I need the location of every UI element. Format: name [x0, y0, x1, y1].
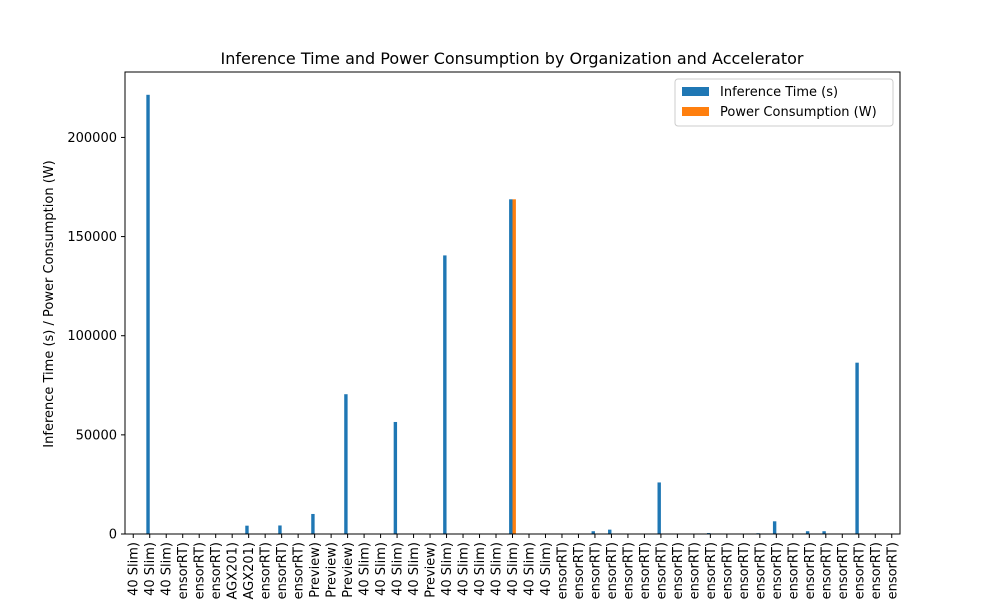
x-tick-label: ensorRT)	[176, 542, 191, 599]
x-tick-label: 40 Slim)	[506, 542, 521, 596]
bar-inference-time	[855, 362, 859, 534]
x-tick-label: ensorRT)	[588, 542, 603, 599]
legend-swatch	[682, 87, 709, 96]
x-tick-label: Preview)	[424, 542, 439, 598]
legend-box	[674, 78, 894, 127]
bar-inference-time	[657, 482, 661, 534]
bar-inference-time	[393, 421, 398, 534]
legend-label: Inference Time (s)	[720, 85, 838, 100]
bar-inference-time	[509, 199, 513, 535]
bar-inference-time	[591, 531, 595, 534]
x-tick-label: ensorRT)	[704, 542, 719, 599]
x-tick-label: ensorRT)	[803, 542, 818, 599]
x-tick-label: ensorRT)	[605, 542, 620, 599]
legend: Inference Time (s) Power Consumption (W)	[674, 78, 894, 127]
x-tick-label: ensorRT)	[770, 542, 785, 599]
x-tick-label: ensorRT)	[869, 542, 884, 599]
x-tick-label: ensorRT)	[292, 542, 307, 599]
x-tick-label: 40 Slim)	[440, 542, 455, 596]
y-tick-label: 200000	[67, 131, 117, 146]
bar-inference-time	[311, 513, 315, 534]
x-tick-label: 40 Slim)	[160, 542, 175, 596]
x-tick-label: 40 Slim)	[391, 542, 406, 596]
x-tick-label: 40 Slim)	[539, 542, 554, 596]
x-tick-label: Preview)	[325, 542, 340, 598]
bar-inference-time	[443, 255, 447, 534]
legend-swatch	[682, 107, 709, 116]
legend-label: Power Consumption (W)	[720, 105, 877, 120]
x-tick-label: ensorRT)	[720, 542, 735, 599]
x-tick-label: ensorRT)	[259, 542, 274, 599]
chart-title: Inference Time and Power Consumption by …	[221, 49, 804, 68]
x-tick-label: Preview)	[308, 542, 323, 598]
x-tick-label: 40 Slim)	[143, 542, 158, 596]
y-tick-label: 150000	[67, 230, 117, 245]
x-tick-label: ensorRT)	[621, 542, 636, 599]
bar-inference-time	[608, 529, 612, 534]
x-tick-label: AGX201)	[226, 542, 241, 600]
x-tick-label: 40 Slim)	[522, 542, 537, 596]
x-tick-label: ensorRT)	[786, 542, 801, 599]
x-tick-label: ensorRT)	[209, 542, 224, 599]
x-tick-label: 40 Slim)	[407, 542, 422, 596]
bar-inference-time	[278, 525, 282, 534]
x-tick-label: 40 Slim)	[358, 542, 373, 596]
x-tick-label: ensorRT)	[836, 542, 851, 599]
x-tick-label: ensorRT)	[555, 542, 570, 599]
x-tick-label: Preview)	[341, 542, 356, 598]
x-tick-label: ensorRT)	[737, 542, 752, 599]
y-tick-label: 100000	[67, 329, 117, 344]
bar-power-consumption	[512, 199, 516, 535]
x-tick-label: ensorRT)	[885, 542, 900, 599]
y-tick-label: 50000	[76, 428, 117, 443]
x-tick-label: ensorRT)	[275, 542, 290, 599]
bar-inference-time	[822, 531, 826, 534]
bar-inference-time	[245, 525, 249, 534]
x-tick-label: ensorRT)	[852, 542, 867, 599]
y-axis-label: Inference Time (s) / Power Consumption (…	[42, 160, 57, 447]
x-tick-label: 40 Slim)	[457, 542, 472, 596]
bar-inference-time	[772, 521, 777, 534]
bar-inference-time	[146, 94, 150, 535]
x-tick-label: ensorRT)	[753, 542, 768, 599]
x-tick-label: ensorRT)	[687, 542, 702, 599]
x-tick-label: 40 Slim)	[374, 542, 389, 596]
x-tick-label: 40 Slim)	[127, 542, 142, 596]
bar-inference-time	[805, 531, 810, 534]
y-tick-label: 0	[109, 528, 117, 543]
x-tick-label: AGX201)	[242, 542, 257, 600]
x-tick-label: 40 Slim)	[473, 542, 488, 596]
x-tick-label: ensorRT)	[654, 542, 669, 599]
bar-inference-time	[344, 394, 348, 534]
x-tick-label: ensorRT)	[819, 542, 834, 599]
x-tick-label: ensorRT)	[671, 542, 686, 599]
x-tick-label: ensorRT)	[193, 542, 208, 599]
x-tick-label: ensorRT)	[572, 542, 587, 599]
x-tick-label: 40 Slim)	[490, 542, 505, 596]
x-tick-label: ensorRT)	[638, 542, 653, 599]
